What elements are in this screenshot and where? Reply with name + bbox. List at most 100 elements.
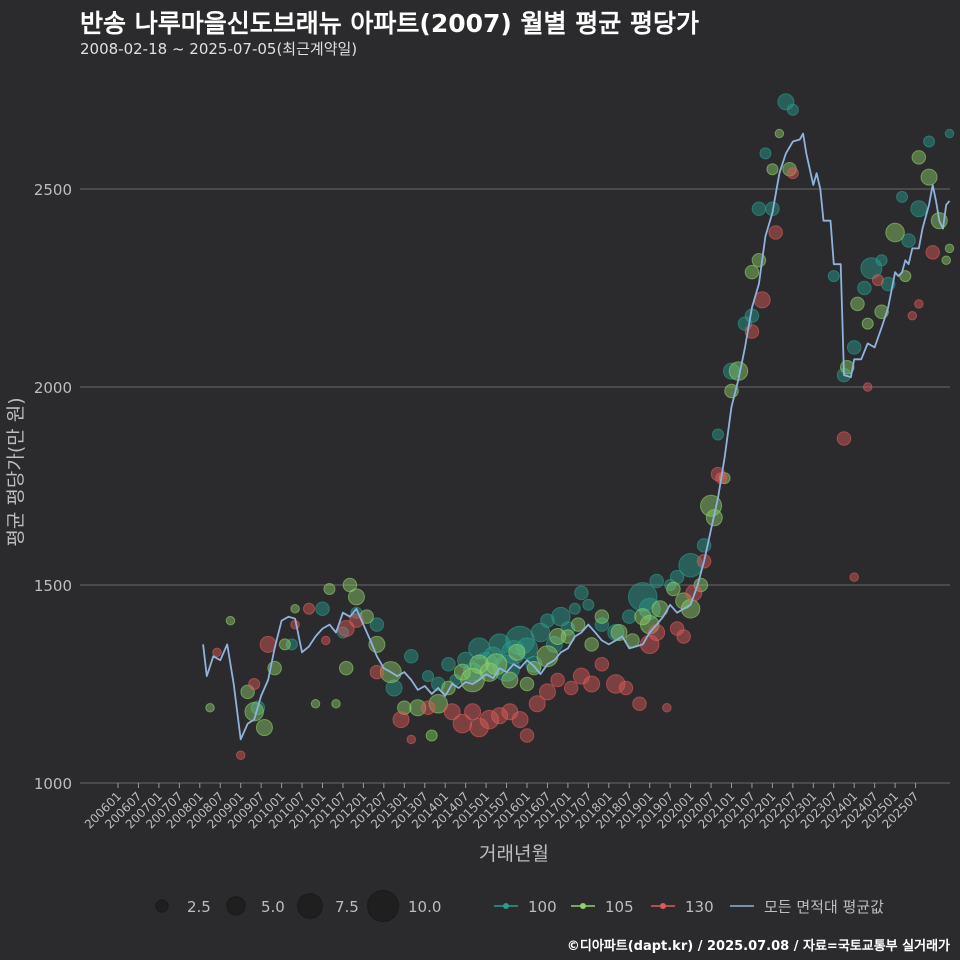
data-point-105 [634,608,652,626]
data-point-105 [278,638,291,651]
data-point-130 [583,675,601,693]
data-point-130 [212,647,222,658]
data-point-100 [777,93,795,111]
size-legend-label: 7.5 [335,898,359,916]
data-point-130 [914,299,924,309]
data-point-105 [666,581,681,597]
data-point-100 [551,606,571,627]
data-point-105 [766,163,779,176]
data-point-105 [255,719,273,737]
series-legend-dot [503,903,509,909]
data-point-130 [563,680,579,696]
data-point-100 [568,602,581,615]
data-point-100 [441,656,456,672]
data-point-100 [582,598,595,611]
data-point-105 [744,264,760,280]
data-point-130 [406,734,417,745]
data-point-130 [849,572,859,582]
data-point-130 [491,707,509,725]
data-point-130 [248,678,261,690]
data-point-100 [638,597,661,620]
average-price-line [202,132,951,741]
size-legend-label: 2.5 [187,898,211,916]
data-point-105 [425,729,438,742]
data-point-100 [516,637,538,660]
series-legend-dot [660,903,666,909]
data-point-130 [511,711,529,729]
data-point-130 [648,624,666,642]
data-point-100 [574,585,589,601]
x-axis-label: 거래년월 [479,843,549,865]
data-point-130 [594,656,610,672]
data-point-105 [944,243,955,254]
data-point-130 [618,680,634,696]
line-layer [202,132,951,741]
data-point-105 [594,609,610,624]
data-point-100 [846,340,862,355]
grid-layer [80,188,950,784]
data-point-105 [501,671,519,689]
data-point-130 [662,703,672,713]
data-point-100 [315,601,330,617]
data-point-105 [774,128,785,139]
data-point-100 [369,617,385,632]
data-point-100 [404,649,419,664]
data-point-130 [538,683,556,701]
data-point-100 [875,254,888,267]
data-point-100 [901,233,916,248]
data-point-100 [488,633,511,656]
data-point-100 [944,128,955,139]
data-point-130 [420,700,436,716]
data-point-130 [469,717,489,738]
data-point-105 [409,699,427,717]
y-axis-label: 평균 평당가(만 원) [5,397,27,546]
data-point-130 [452,713,473,734]
data-point-130 [519,728,535,743]
data-point-105 [310,699,321,709]
data-point-130 [676,629,691,644]
data-point-105 [338,660,354,676]
data-point-105 [428,694,448,714]
y-tick-label: 1000 [34,775,72,793]
y-tick-label: 2500 [34,181,72,199]
data-point-105 [885,222,905,243]
data-point-100 [751,201,767,217]
data-point-100 [923,135,936,148]
data-point-100 [759,147,772,160]
data-point-130 [369,664,385,680]
data-point-130 [443,703,461,721]
data-point-130 [479,709,500,730]
data-point-130 [235,750,246,761]
data-point-105 [920,168,938,186]
data-point-100 [594,617,610,632]
data-point-130 [464,703,482,721]
data-point-130 [907,310,918,321]
data-point-105 [519,676,535,692]
size-legend-swatch [226,896,246,916]
data-point-105 [680,599,701,619]
data-point-100 [627,582,658,612]
data-point-130 [528,695,546,713]
chart-subtitle: 2008-02-18 ~ 2025-07-05(최근계약일) [80,40,358,58]
data-point-130 [321,635,331,646]
data-point-105 [700,494,723,517]
data-point-130 [392,711,410,729]
size-legend-swatch [367,890,399,922]
data-point-105 [584,637,599,652]
data-point-100 [385,679,403,697]
data-point-105 [205,703,215,713]
data-point-130 [871,274,884,287]
source-credit: ©디아파트(dapt.kr) / 2025.07.08 / 자료=국토교통부 실… [566,939,950,954]
data-point-105 [861,317,874,330]
series-legend-label: 100 [528,898,557,916]
points-layer [205,93,955,761]
size-legend-swatch [155,899,169,913]
data-point-100 [896,190,909,203]
data-point-105 [244,701,264,722]
size-legend-swatch [297,893,323,919]
data-point-105 [570,617,586,632]
data-point-105 [225,615,236,626]
legend: 2.5 5.0 7.5 10.0 100 105 130 모든 면적대 평균값 [155,890,884,922]
data-point-105 [549,627,567,645]
